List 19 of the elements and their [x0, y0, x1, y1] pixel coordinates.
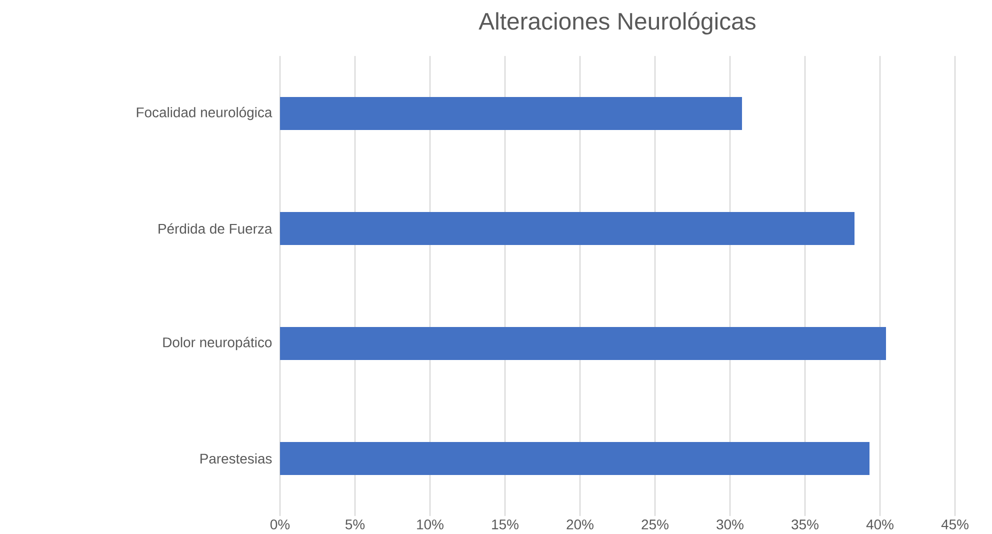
y-tick-label: Pérdida de Fuerza	[158, 223, 272, 234]
y-tick-label: Focalidad neurológica	[136, 106, 272, 120]
y-tick-label: Dolor neuropático	[163, 336, 272, 350]
x-tick-label: 35%	[792, 520, 818, 530]
x-tick-label: 25%	[642, 520, 668, 530]
y-tick-label: Parestesias	[200, 453, 272, 464]
bar	[280, 96, 742, 130]
x-tick-label: 15%	[492, 520, 518, 530]
x-tick-label: 45%	[941, 520, 968, 530]
bar	[280, 326, 886, 360]
x-tick-label: 10%	[417, 520, 444, 530]
x-tick-label: 40%	[866, 520, 894, 530]
chart-title: Alteraciones Neurológicas	[478, 12, 756, 35]
bar	[280, 212, 855, 245]
bar	[280, 442, 870, 475]
x-tick-label: 0%	[270, 520, 290, 530]
x-tick-label: 20%	[566, 520, 594, 530]
x-tick-label: 5%	[345, 520, 365, 530]
x-tick-label: 30%	[716, 520, 744, 530]
